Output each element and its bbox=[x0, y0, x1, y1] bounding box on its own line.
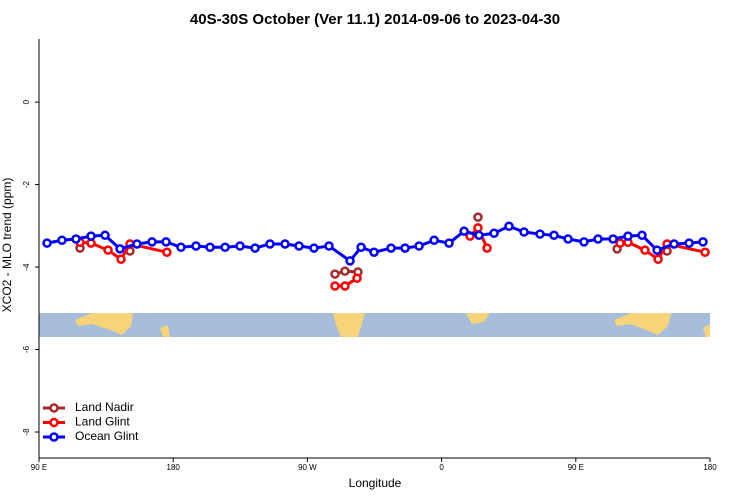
point bbox=[653, 254, 663, 264]
point bbox=[309, 243, 319, 253]
point bbox=[86, 231, 96, 241]
point bbox=[563, 234, 573, 244]
point bbox=[191, 241, 201, 251]
legend-label: Land Glint bbox=[75, 415, 130, 429]
point bbox=[42, 238, 52, 248]
point bbox=[340, 266, 350, 276]
y-tick-label: 0 bbox=[22, 99, 31, 104]
point bbox=[459, 226, 469, 236]
point bbox=[474, 230, 484, 241]
point bbox=[684, 238, 694, 248]
x-tick-label: 180 bbox=[703, 463, 717, 472]
x-tick-label: 90 E bbox=[31, 463, 47, 472]
legend-label: Land Nadir bbox=[75, 400, 134, 414]
point bbox=[115, 244, 125, 254]
y-axis-label: XCO2 - MLO trend (ppm) bbox=[0, 178, 14, 313]
point bbox=[549, 230, 559, 241]
point bbox=[444, 238, 454, 248]
point bbox=[352, 273, 362, 283]
legend-marker bbox=[49, 417, 59, 428]
point bbox=[519, 227, 529, 237]
point bbox=[176, 242, 186, 253]
point bbox=[356, 242, 366, 253]
point bbox=[698, 237, 708, 247]
x-tick-label: 0 bbox=[439, 463, 444, 472]
y-tick-label: -6 bbox=[22, 345, 31, 353]
point bbox=[535, 229, 545, 239]
series-line bbox=[335, 251, 667, 274]
point bbox=[132, 239, 142, 249]
point bbox=[340, 281, 350, 291]
y-tick-label: -4 bbox=[22, 263, 31, 271]
point bbox=[489, 228, 499, 238]
point bbox=[147, 237, 157, 247]
point bbox=[615, 238, 625, 248]
point bbox=[57, 235, 67, 246]
point bbox=[593, 234, 603, 244]
point bbox=[504, 221, 514, 231]
point bbox=[162, 247, 172, 257]
y-tick-label: -8 bbox=[22, 428, 31, 436]
point bbox=[386, 243, 396, 253]
point bbox=[400, 243, 410, 253]
point bbox=[345, 256, 355, 266]
point bbox=[71, 234, 81, 244]
point bbox=[205, 242, 215, 253]
point bbox=[324, 241, 334, 251]
point bbox=[669, 239, 679, 249]
point bbox=[700, 247, 710, 257]
point bbox=[652, 245, 662, 255]
y-tick-label: -2 bbox=[22, 180, 31, 188]
point bbox=[369, 247, 379, 257]
point bbox=[414, 241, 424, 251]
land bbox=[466, 313, 490, 324]
x-tick-label: 180 bbox=[167, 463, 181, 472]
land bbox=[333, 313, 365, 337]
point bbox=[473, 223, 483, 233]
point bbox=[220, 242, 230, 253]
point bbox=[608, 234, 618, 244]
legend-label: Ocean Glint bbox=[75, 429, 139, 443]
point bbox=[103, 245, 113, 255]
ocean-strip bbox=[39, 313, 710, 337]
point bbox=[330, 281, 340, 291]
x-tick-label: 90 E bbox=[568, 463, 584, 472]
point bbox=[640, 245, 650, 255]
point bbox=[116, 254, 126, 264]
point bbox=[429, 235, 439, 246]
point bbox=[473, 212, 483, 222]
land bbox=[703, 324, 710, 337]
point bbox=[265, 239, 275, 249]
point bbox=[579, 237, 589, 247]
legend-marker bbox=[49, 432, 59, 442]
point bbox=[280, 239, 290, 249]
x-tick-label: 90 W bbox=[298, 463, 317, 472]
point bbox=[161, 237, 171, 247]
point bbox=[100, 230, 110, 241]
point bbox=[637, 230, 647, 241]
point bbox=[330, 269, 340, 279]
x-axis-label: Longitude bbox=[349, 476, 402, 490]
land bbox=[160, 325, 170, 337]
point bbox=[482, 243, 492, 253]
point bbox=[235, 241, 245, 251]
point bbox=[294, 241, 304, 251]
chart-title: 40S-30S October (Ver 11.1) 2014-09-06 to… bbox=[190, 11, 560, 28]
point bbox=[623, 231, 633, 241]
land bbox=[614, 313, 671, 335]
point bbox=[250, 243, 260, 253]
land bbox=[75, 313, 133, 335]
map-strip bbox=[39, 313, 710, 337]
legend-marker bbox=[49, 403, 59, 413]
